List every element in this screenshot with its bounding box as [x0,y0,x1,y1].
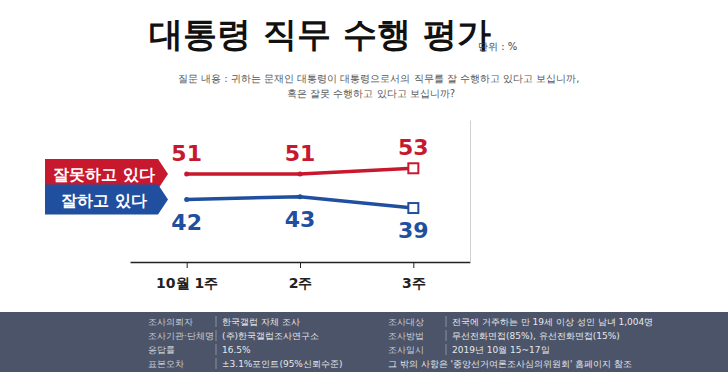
footer-divider [446,344,447,355]
footer-divider [216,316,217,327]
x-tick-label: 10월 1주 [156,275,218,291]
footer: 조사의뢰자 한국갤럽 자체 조사조사기관·단체명 (주)한국갤럽조사연구소응답률 16… [148,316,653,369]
x-tick-mark [413,262,414,268]
footer-value: 2019년 10월 15~17일 [452,345,550,355]
plot-area [184,163,418,213]
footer-value: 무선전화면접(85%), 유선전화면접(15%) [452,331,620,341]
marker [408,163,418,173]
data-label: 39 [398,218,429,243]
footer-label: 조사방법 [388,331,424,341]
x-tick: 10월 1주 [156,262,218,291]
y-axis-line [470,121,471,263]
footer-label: 응답률 [148,345,175,355]
x-tick-label: 3주 [402,275,426,291]
x-tick: 2주 [289,262,313,291]
footer-divider [216,358,217,369]
y-axis [470,121,471,263]
legend-entry: 잘못하고 있다 [45,159,168,189]
footer-label: 조사기관·단체명 [148,331,214,341]
x-tick-mark [300,262,301,268]
footer-value: ±3.1%포인트(95%신뢰수준) [222,359,342,369]
subtitle: 질문 내용 : 귀하는 문재인 대통령이 대통령으로서의 직무를 잘 수행하고 … [178,73,580,84]
footer-divider [216,344,217,355]
footer-value: 전국에 거주하는 만 19세 이상 성인 남녀 1,004명 [452,317,653,327]
legend-label: 잘못하고 있다 [53,165,155,184]
marker [298,194,303,199]
footer-divider [446,316,447,327]
x-tick: 3주 [402,262,426,291]
unit-label: 단위 : % [478,41,517,52]
marker [184,197,189,202]
footer-divider [446,330,447,341]
footer-note: 그 밖의 사항은 '중앙선거여론조사심의위원회' 홈페이지 참조 [388,359,632,369]
x-axis: 10월 1주 2주 3주 [131,262,471,291]
legend-box [45,159,168,189]
x-tick-label: 2주 [289,275,313,291]
footer-divider [216,330,217,341]
legend-entry: 잘하고 있다 [45,185,168,215]
data-label: 51 [171,141,202,166]
footer-label: 조사일시 [388,345,424,355]
legend-box [45,185,168,215]
marker [408,203,418,213]
footer-value: 16.5% [222,345,251,355]
footer-label: 표본오차 [148,359,184,369]
legend-label: 잘하고 있다 [61,191,147,210]
marker [184,171,189,176]
data-label: 42 [171,210,202,235]
title: 대통령 직무 수행 평가 [149,14,491,54]
footer-label: 조사의뢰자 [148,317,193,327]
data-labels: 51 51 53 42 43 39 [171,135,428,243]
data-label: 51 [285,141,316,166]
footer-label: 조사대상 [388,317,424,327]
footer-value: 한국갤럽 자체 조사 [222,317,300,327]
footer-value: (주)한국갤럽조사연구소 [222,331,319,341]
marker [298,171,303,176]
subtitle: 혹은 잘못 수행하고 있다고 보십니까? [287,88,455,99]
x-tick-mark [187,262,188,268]
footer-background [0,312,728,372]
data-label: 43 [285,207,316,232]
chart: 대통령 직무 수행 평가단위 : % 질문 내용 : 귀하는 문재인 대통령이 대… [0,0,728,372]
data-label: 53 [398,135,429,160]
